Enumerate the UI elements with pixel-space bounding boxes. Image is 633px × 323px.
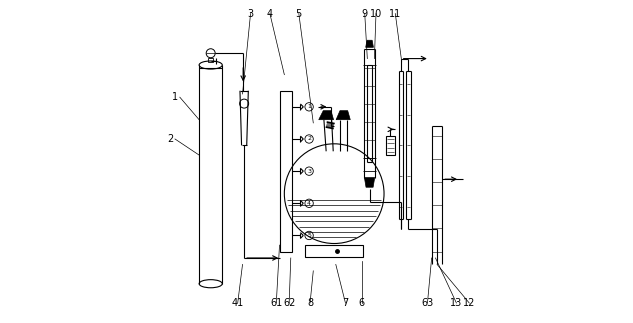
Bar [385, 136, 394, 155]
Text: 62: 62 [283, 298, 296, 308]
Text: 3: 3 [248, 8, 254, 18]
Text: 12: 12 [463, 298, 475, 308]
Text: 4: 4 [307, 201, 311, 206]
Text: 5: 5 [307, 233, 311, 238]
Text: 41: 41 [232, 298, 244, 308]
Text: 9: 9 [361, 8, 368, 18]
Polygon shape [366, 40, 373, 47]
Polygon shape [365, 178, 375, 187]
Text: 1: 1 [172, 92, 178, 102]
Text: 8: 8 [307, 298, 313, 308]
Text: 5: 5 [296, 8, 302, 18]
Polygon shape [336, 111, 350, 120]
Text: 2: 2 [307, 137, 311, 141]
Bar [208, 58, 213, 62]
Text: 2: 2 [167, 134, 173, 144]
Text: 7: 7 [342, 298, 349, 308]
Polygon shape [319, 111, 334, 120]
Bar [305, 245, 363, 257]
Text: 13: 13 [450, 298, 463, 308]
Text: 10: 10 [370, 8, 382, 18]
Text: 61: 61 [270, 298, 282, 308]
Text: 4: 4 [266, 8, 273, 18]
Text: 3: 3 [307, 169, 311, 174]
Text: 6: 6 [358, 298, 365, 308]
Text: 63: 63 [422, 298, 434, 308]
Bar [280, 91, 292, 252]
Text: 11: 11 [389, 8, 401, 18]
Text: 1: 1 [307, 104, 311, 109]
